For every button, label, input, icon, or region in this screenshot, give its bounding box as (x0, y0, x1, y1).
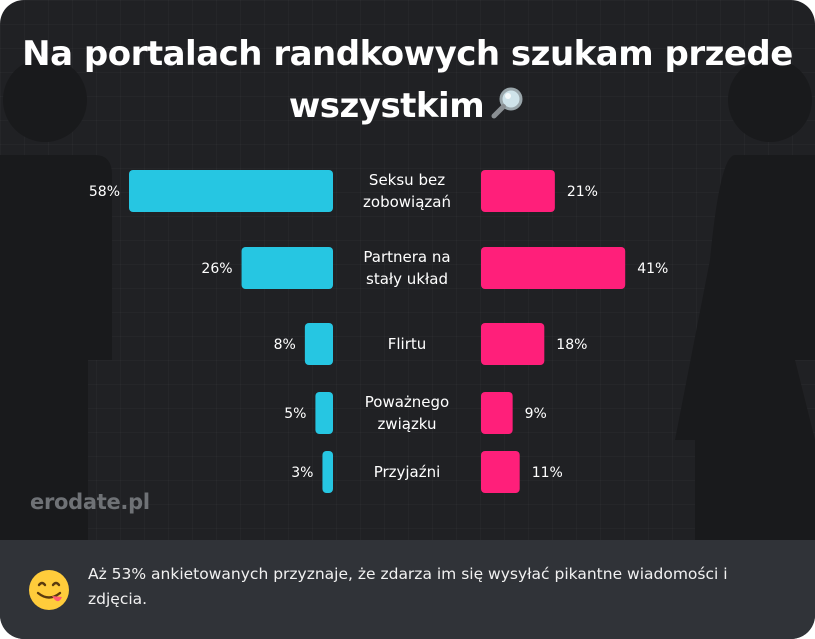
category-label-2: Flirtu (388, 335, 427, 353)
data-label-left-2: 8% (274, 337, 296, 353)
category-label-3: Poważnego związku (365, 393, 449, 433)
title-line-2: wszystkim (20, 80, 795, 132)
bar-right-4 (481, 451, 520, 493)
footer-text: Aż 53% ankietowanych przyznaje, że zdarz… (88, 565, 728, 608)
brand-logo: erodate.pl (30, 490, 150, 514)
data-label-right-3: 9% (525, 406, 547, 422)
butterfly-bar-chart: 58% 21% Seksu bez zobowiązań 26% 41% Partnera … (89, 170, 668, 493)
data-label-left-3: 5% (284, 406, 306, 422)
data-label-right-4: 11% (532, 465, 563, 481)
female-silhouette-icon (675, 60, 815, 540)
data-label-left-1: 26% (201, 261, 232, 277)
category-label-4: Przyjaźni (374, 463, 441, 481)
category-label-1: Partnera na stały układ (363, 248, 450, 288)
bar-left-4 (322, 451, 333, 493)
footer-note (0, 540, 815, 639)
male-silhouette-icon (0, 60, 112, 540)
data-label-left-4: 3% (291, 465, 313, 481)
chart-title: Na portalach randkowych szukam przede ws… (20, 28, 795, 132)
magnifying-glass-icon (491, 87, 523, 119)
data-label-left-0: 58% (89, 184, 120, 200)
bar-left-0 (129, 170, 333, 212)
data-label-right-0: 21% (567, 184, 598, 200)
bar-right-1 (481, 247, 626, 289)
bar-left-2 (304, 323, 333, 365)
title-line-1: Na portalach randkowych szukam przede (22, 34, 793, 74)
face-savoring-food-emoji-icon (29, 570, 69, 610)
category-label-0: Seksu bez zobowiązań (363, 171, 451, 211)
bar-right-0 (481, 170, 555, 212)
bar-left-3 (315, 392, 333, 434)
bar-left-1 (241, 247, 333, 289)
data-label-right-2: 18% (556, 337, 587, 353)
title-line-2-text: wszystkim (288, 86, 485, 126)
bar-right-3 (481, 392, 513, 434)
data-label-right-1: 41% (637, 261, 668, 277)
bar-right-2 (481, 323, 545, 365)
